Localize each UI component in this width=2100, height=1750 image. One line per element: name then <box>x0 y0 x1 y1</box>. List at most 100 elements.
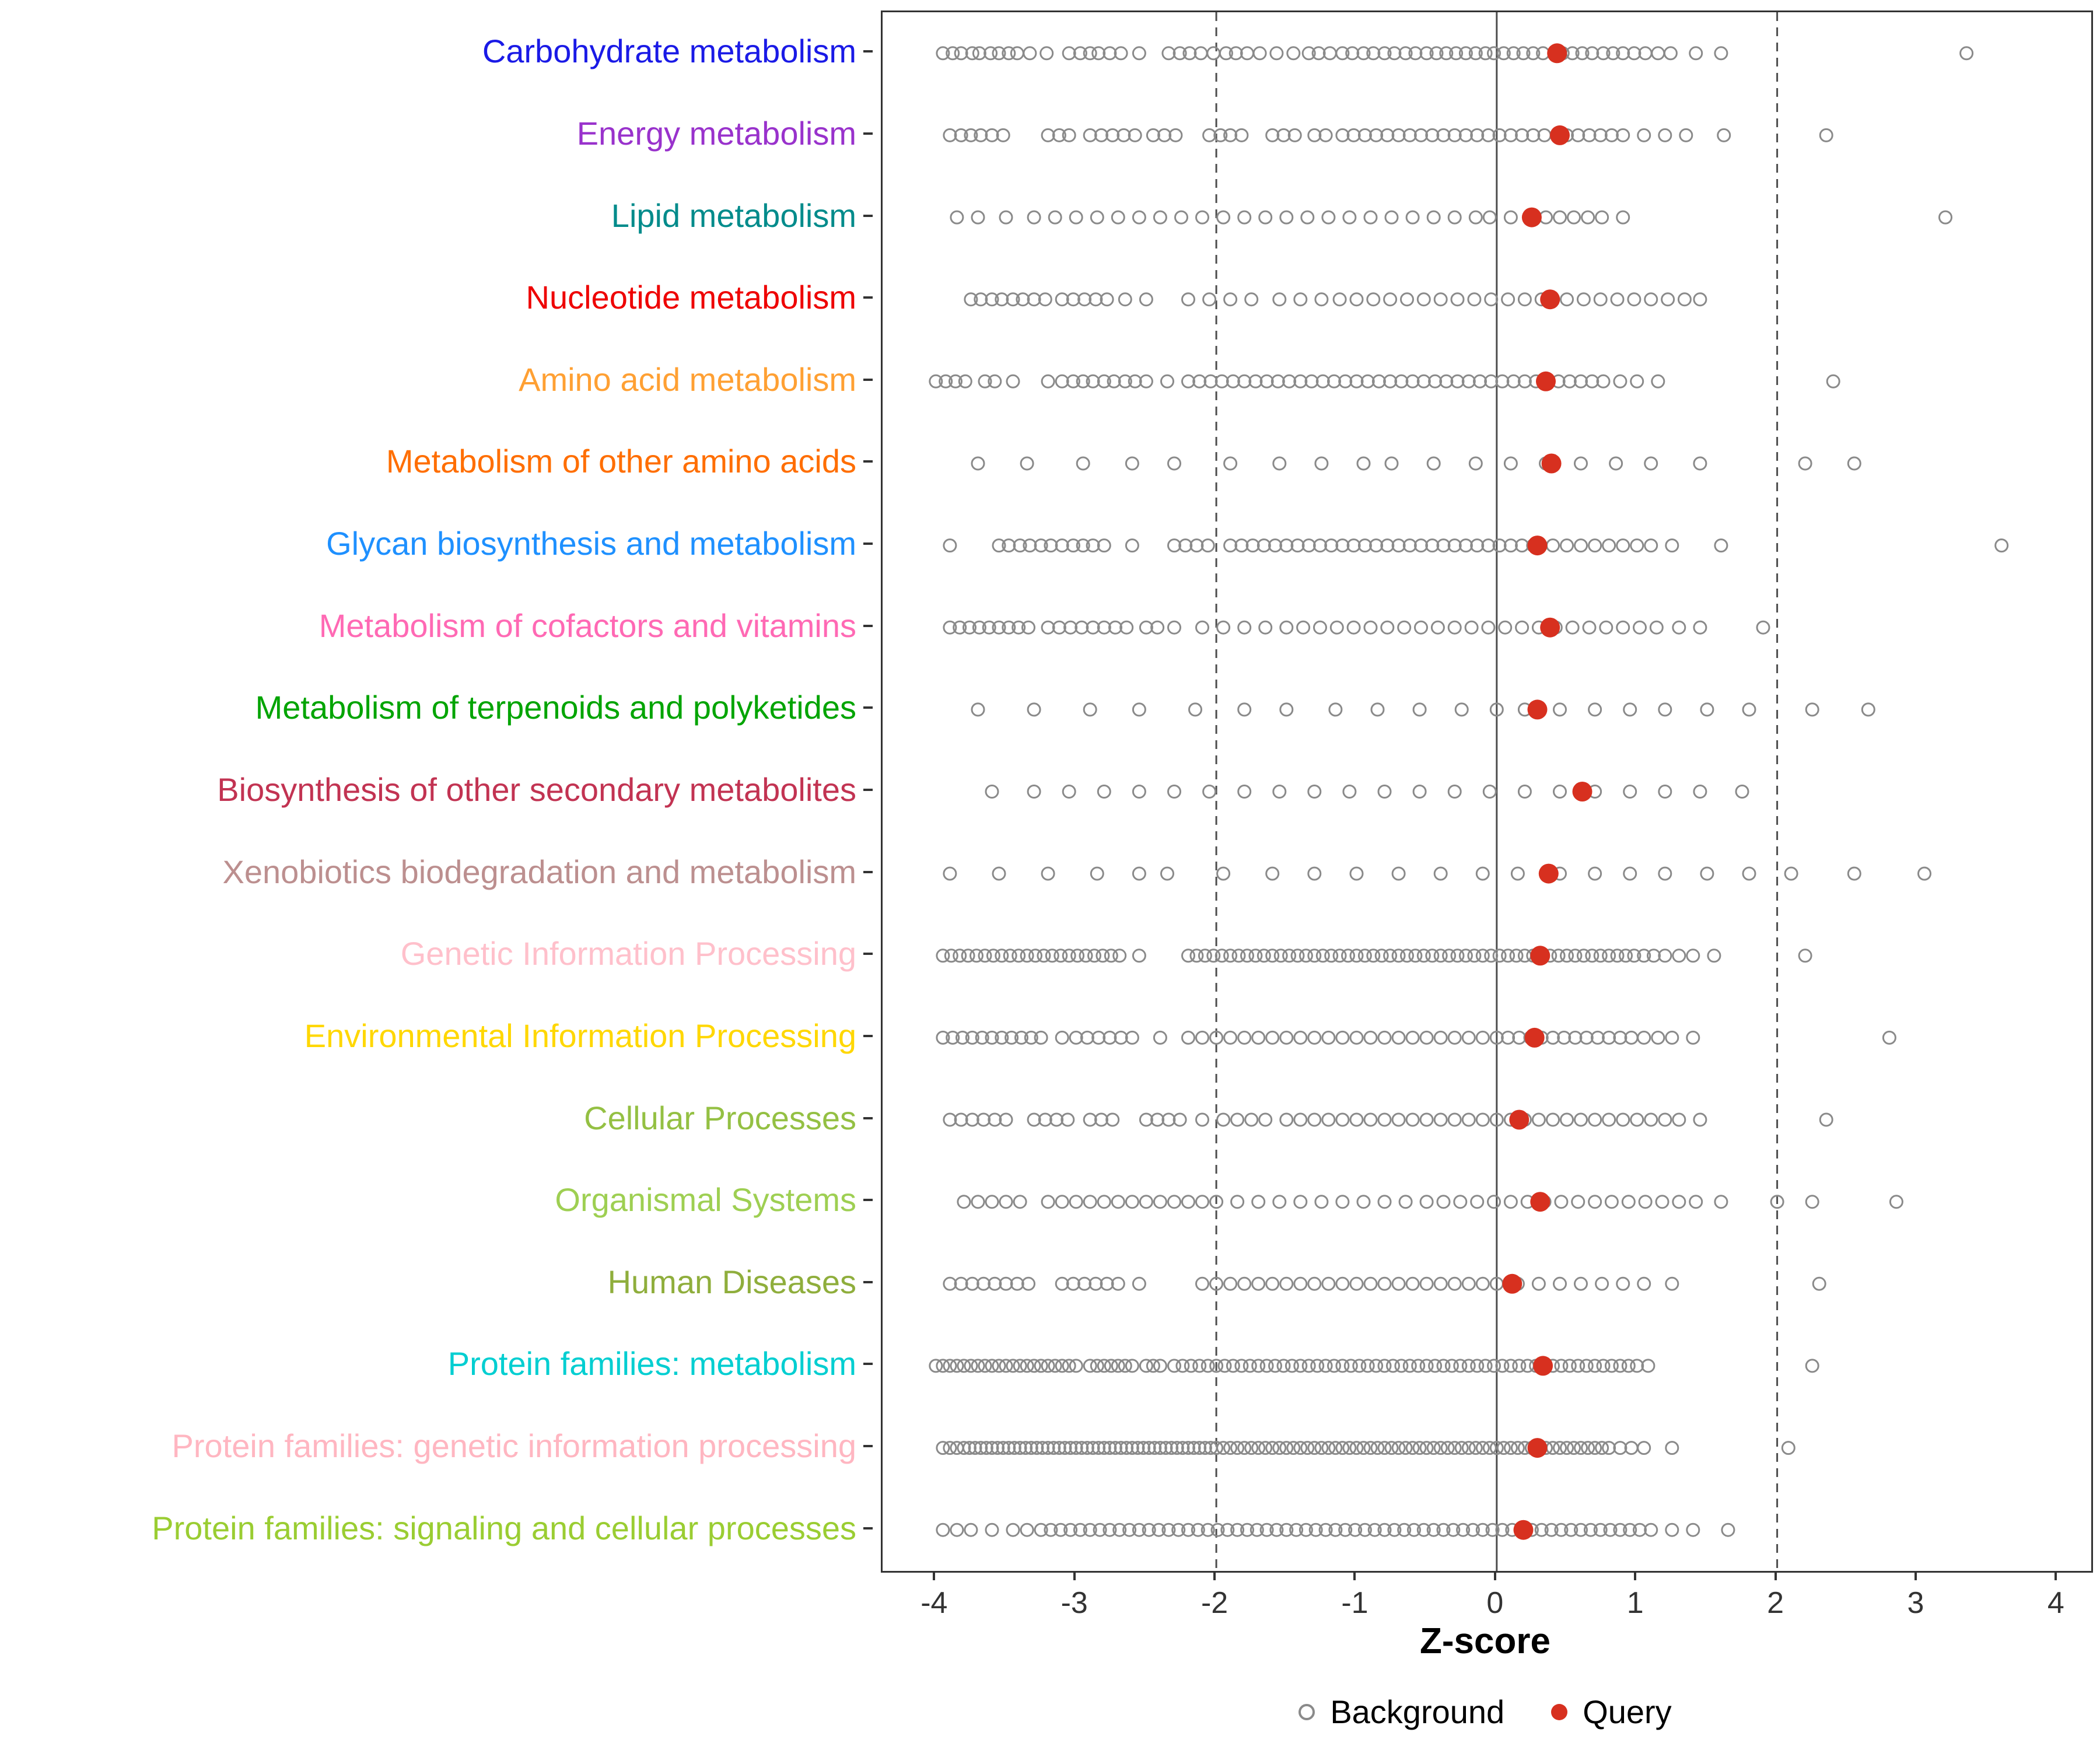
background-point <box>1512 1359 1527 1373</box>
background-point <box>971 210 985 225</box>
x-axis-tick <box>1353 1571 1356 1580</box>
background-point <box>1370 702 1385 717</box>
background-point <box>1076 538 1090 553</box>
background-point <box>1665 1522 1679 1537</box>
background-point <box>1265 949 1280 963</box>
background-point <box>1679 128 1693 142</box>
background-point <box>1363 620 1378 635</box>
background-point <box>1045 949 1059 963</box>
background-point <box>1313 620 1327 635</box>
background-point <box>1096 949 1110 963</box>
background-point <box>1602 1030 1616 1045</box>
background-point <box>1290 538 1305 553</box>
background-point <box>1341 949 1355 963</box>
background-point <box>1619 949 1633 963</box>
background-point <box>1034 1030 1048 1045</box>
y-axis-tick <box>863 296 873 299</box>
background-point <box>1450 374 1465 388</box>
background-point <box>1041 1195 1055 1209</box>
background-point <box>943 1276 957 1291</box>
background-point <box>1321 1276 1336 1291</box>
background-point <box>1819 1112 1833 1127</box>
background-point <box>957 1441 971 1455</box>
background-point <box>1251 1276 1266 1291</box>
background-point <box>1756 620 1770 635</box>
background-point <box>1104 1359 1118 1373</box>
background-point <box>1214 949 1229 963</box>
background-point <box>1242 1359 1257 1373</box>
background-point <box>1184 1359 1198 1373</box>
background-point <box>1160 374 1174 388</box>
background-point <box>1596 374 1611 388</box>
background-point <box>1223 538 1238 553</box>
background-point <box>965 1112 979 1127</box>
background-point <box>1400 292 1414 307</box>
background-point <box>1055 1030 1069 1045</box>
background-point <box>1665 1441 1679 1455</box>
background-point <box>1279 210 1294 225</box>
background-point <box>1328 1522 1343 1537</box>
background-point <box>1054 1522 1068 1537</box>
background-point <box>1637 1276 1651 1291</box>
background-point <box>1182 46 1197 61</box>
background-point <box>1689 1195 1703 1209</box>
x-axis-tick <box>1073 1571 1076 1580</box>
background-point <box>1097 1195 1111 1209</box>
background-point <box>979 1441 993 1455</box>
x-axis-tick-label: -4 <box>921 1586 948 1620</box>
background-point <box>965 1030 979 1045</box>
background-point <box>1269 46 1284 61</box>
background-point <box>1357 538 1372 553</box>
background-point <box>1157 128 1172 142</box>
background-point <box>1258 1112 1273 1127</box>
background-point <box>1387 46 1402 61</box>
background-point <box>1661 292 1675 307</box>
background-point <box>1349 292 1364 307</box>
background-point <box>1167 620 1181 635</box>
background-point <box>1407 1522 1421 1537</box>
background-point <box>1150 1112 1165 1127</box>
background-point <box>1398 1441 1413 1455</box>
background-point <box>971 1195 985 1209</box>
background-point <box>1574 456 1588 471</box>
background-point <box>1610 949 1625 963</box>
category-label: Lipid metabolism <box>0 174 873 257</box>
background-point <box>1203 374 1218 388</box>
background-point <box>1086 374 1100 388</box>
category-label: Metabolism of other amino acids <box>0 421 873 503</box>
background-point <box>975 1030 989 1045</box>
background-point <box>1371 374 1386 388</box>
background-point <box>1467 949 1482 963</box>
background-point <box>1412 1441 1427 1455</box>
background-point <box>1602 1441 1616 1455</box>
category-label: Organismal Systems <box>0 1159 873 1241</box>
background-point <box>1181 949 1195 963</box>
background-point <box>1202 785 1217 799</box>
background-point <box>1125 456 1139 471</box>
background-point <box>1192 1441 1207 1455</box>
background-point <box>1426 1522 1441 1537</box>
background-point <box>1301 46 1316 61</box>
background-point <box>1091 1441 1106 1455</box>
background-point <box>1300 210 1315 225</box>
background-point <box>1425 538 1440 553</box>
background-point <box>1069 1441 1083 1455</box>
background-point <box>1623 1522 1637 1537</box>
background-point <box>1430 620 1445 635</box>
background-point <box>1055 1359 1069 1373</box>
background-point <box>1181 1030 1195 1045</box>
category-label: Biosynthesis of other secondary metaboli… <box>0 749 873 831</box>
background-point <box>1503 210 1518 225</box>
background-point <box>1010 1276 1024 1291</box>
category-label: Metabolism of terpenoids and polyketides <box>0 667 873 749</box>
background-point <box>1063 1441 1078 1455</box>
background-point <box>1397 620 1412 635</box>
background-point <box>1286 1441 1301 1455</box>
background-point <box>992 1359 1006 1373</box>
background-point <box>1658 866 1672 881</box>
background-point <box>1066 1276 1080 1291</box>
plot-points-canvas <box>929 12 2009 1571</box>
background-point <box>1063 620 1078 635</box>
background-point <box>1024 1030 1038 1045</box>
background-point <box>954 1276 968 1291</box>
